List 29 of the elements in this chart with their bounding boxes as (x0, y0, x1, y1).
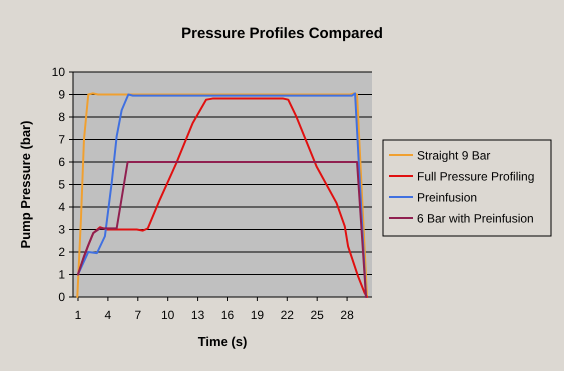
y-axis-title: Pump Pressure (bar) (18, 120, 33, 248)
y-tick-label: 7 (58, 132, 66, 146)
x-tick-label: 16 (220, 308, 234, 322)
y-tick-label: 4 (58, 200, 66, 214)
x-tick-label: 19 (250, 308, 264, 322)
x-tick-label: 28 (340, 308, 354, 322)
legend-label: Full Pressure Profiling (417, 170, 534, 184)
x-tick-label: 13 (190, 308, 205, 322)
y-tick-label: 5 (58, 178, 66, 192)
y-tick-label: 1 (58, 268, 66, 282)
line-series (76, 161, 368, 298)
x-tick-label: 4 (104, 308, 112, 322)
y-tick-label: 9 (58, 88, 66, 102)
x-axis-title: Time (s) (198, 334, 248, 349)
y-tick-label: 6 (58, 155, 66, 169)
x-tick-label: 7 (134, 308, 142, 322)
y-tick-label: 0 (58, 290, 66, 304)
legend-label: 6 Bar with Preinfusion (417, 212, 534, 226)
x-tick-label: 1 (74, 308, 82, 322)
x-tick-label: 22 (280, 308, 294, 322)
y-tick-label: 2 (58, 245, 66, 259)
y-tick-label: 3 (58, 222, 66, 236)
legend-label: Straight 9 Bar (417, 148, 490, 162)
chart-title: Pressure Profiles Compared (181, 25, 383, 42)
x-tick-label: 25 (310, 308, 324, 322)
legend-label: Preinfusion (417, 190, 478, 204)
y-tick-label: 10 (52, 65, 66, 79)
x-tick-label: 10 (161, 308, 175, 322)
y-tick-label: 8 (58, 110, 66, 124)
